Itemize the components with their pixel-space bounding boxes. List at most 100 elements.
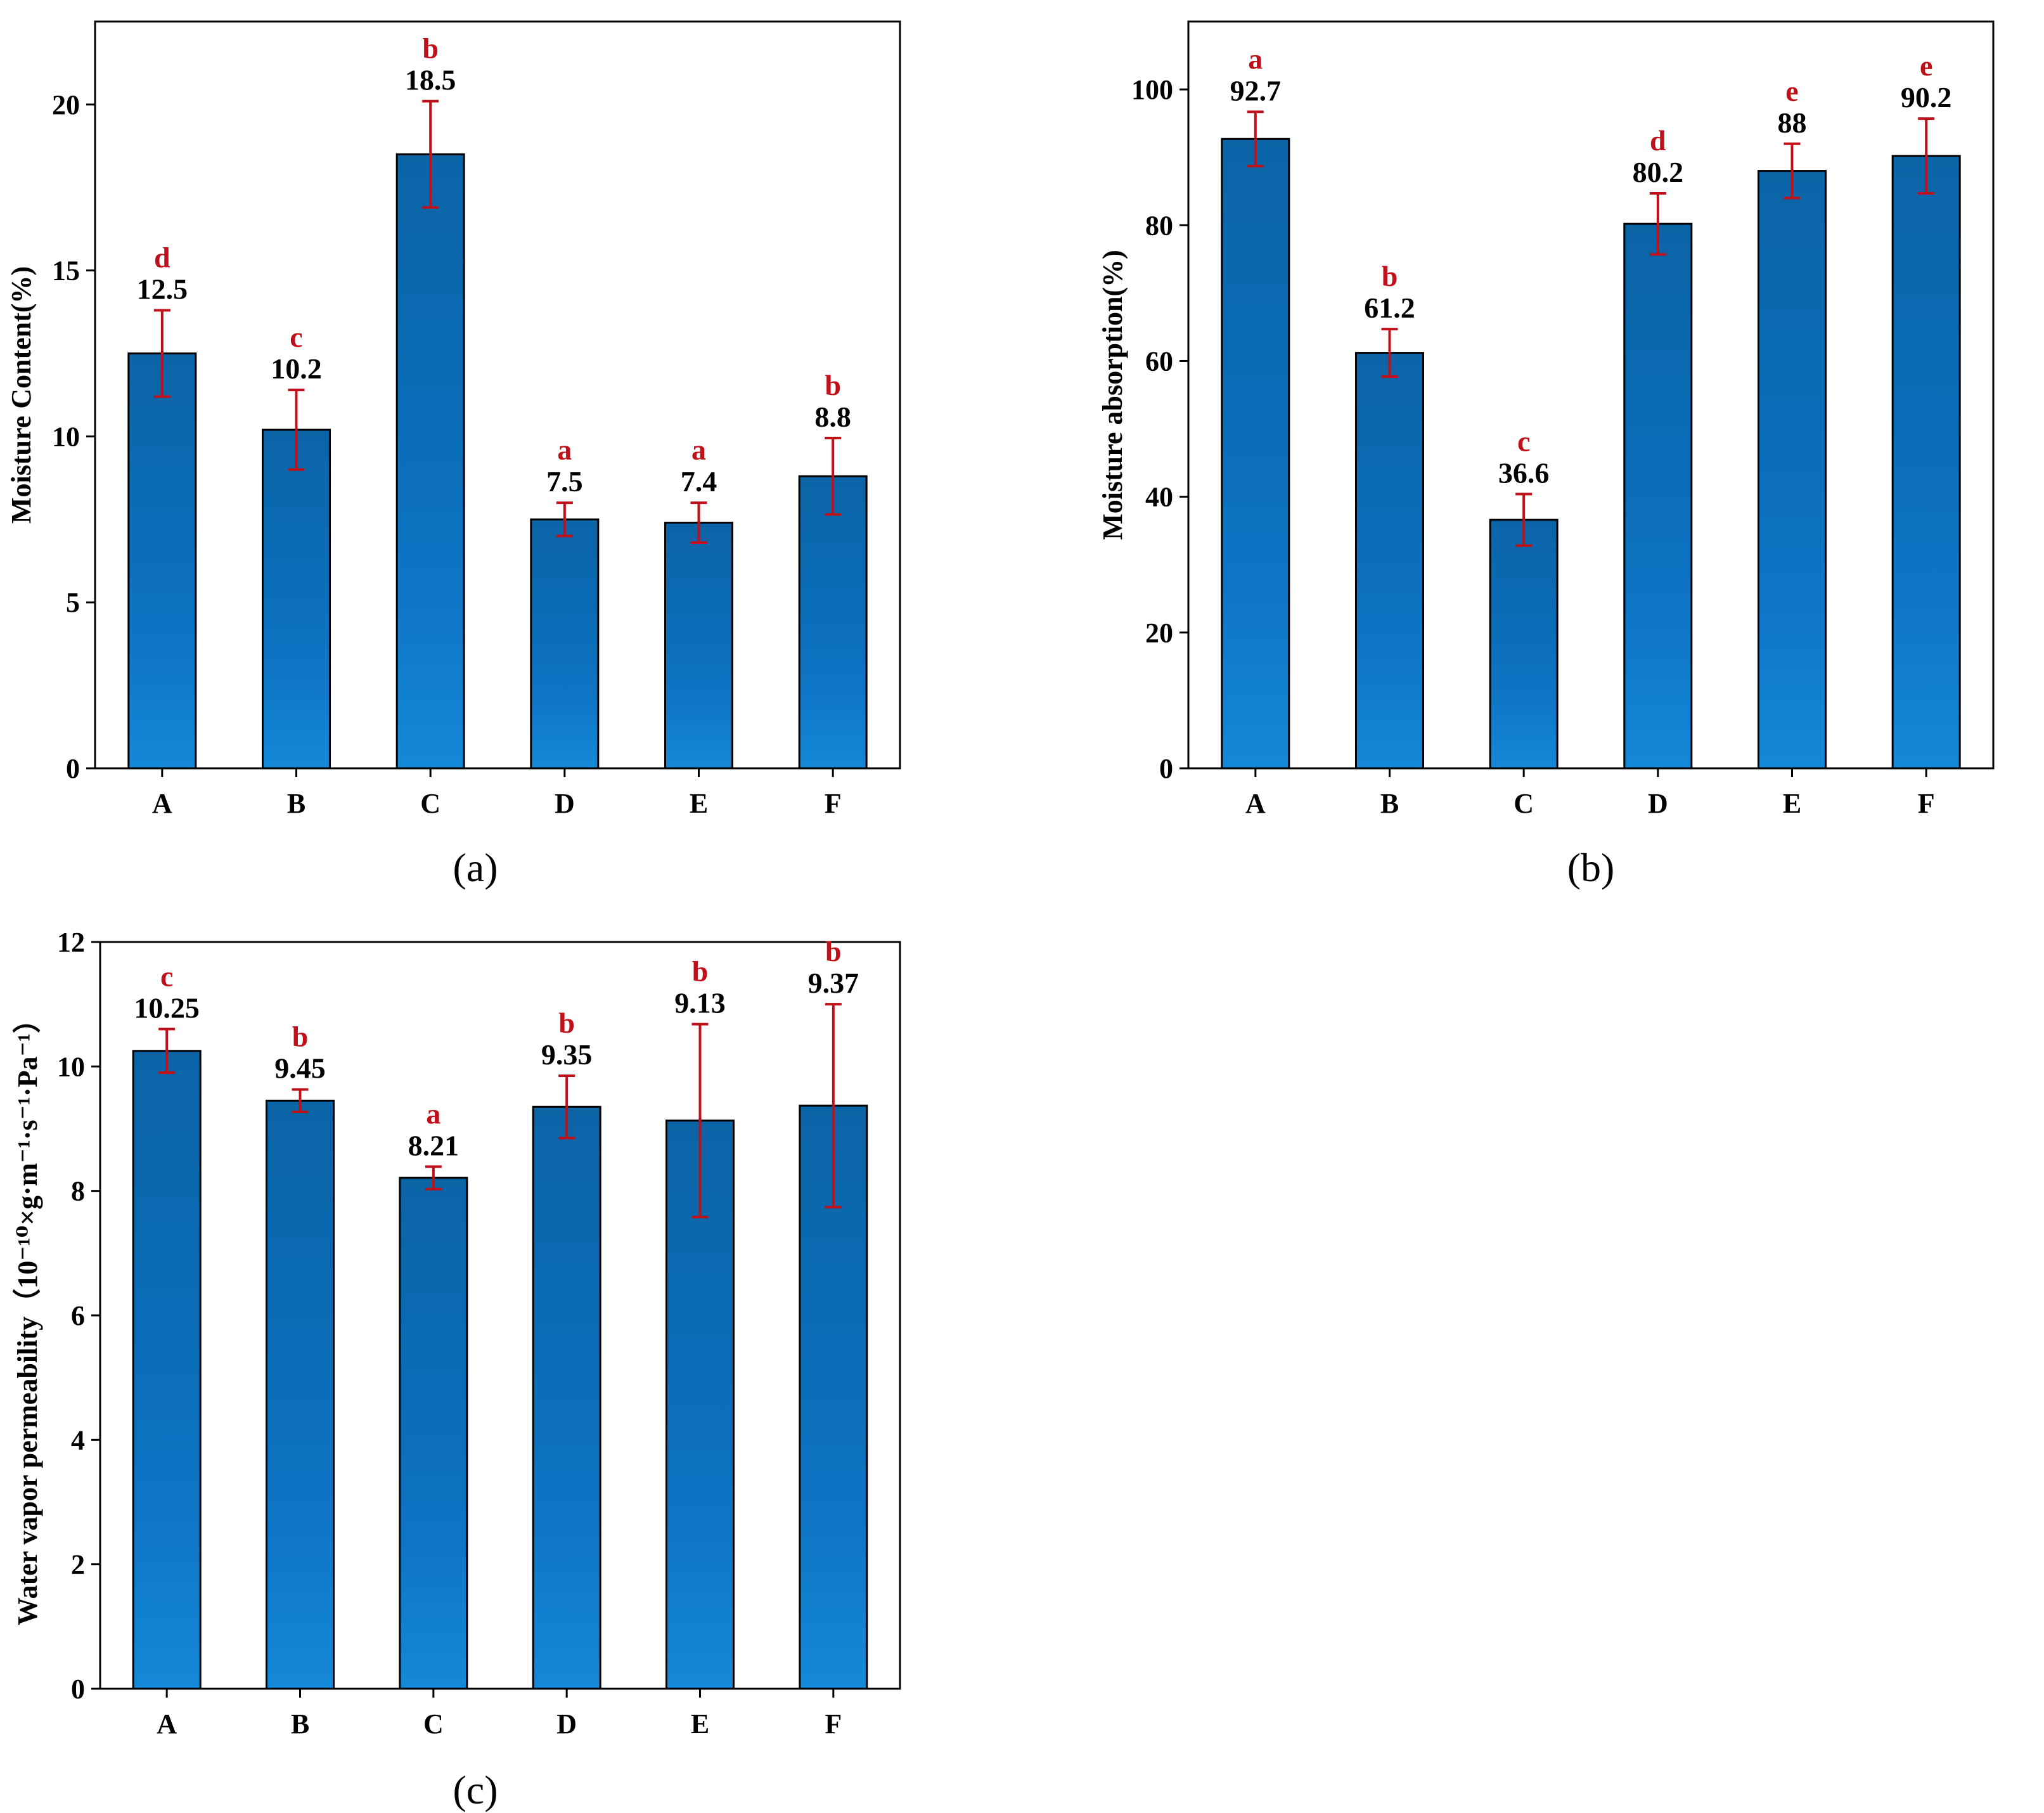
chart-panel-a: 0510152012.5dA10.2cB18.5bC7.5aD7.4aE8.8b… <box>6 20 901 890</box>
panel-c-xtick-label-D: D <box>556 1708 577 1739</box>
panel-a-ytick-label: 15 <box>52 255 80 287</box>
panel-c-significance-B: b <box>292 1021 309 1053</box>
panel-b-value-label-C: 36.6 <box>1498 456 1550 489</box>
panel-c-bar-C <box>399 1177 468 1690</box>
panel-b-xtick-label-F: F <box>1918 788 1935 819</box>
panel-b-bar-A <box>1221 138 1290 770</box>
panel-a-ytick-label: 20 <box>52 89 80 120</box>
panel-b-ytick-label: 40 <box>1145 482 1173 513</box>
panel-c-value-label-E: 9.13 <box>674 987 726 1019</box>
panel-a-ytick-label: 10 <box>52 421 80 452</box>
panel-b-xtick-label-E: E <box>1783 788 1801 819</box>
panel-b-panel-label: (b) <box>1567 845 1615 890</box>
panel-c-panel-label: (c) <box>453 1767 498 1812</box>
panel-b-significance-E: e <box>1785 75 1798 107</box>
panel-c-error-bar-E <box>691 1023 709 1218</box>
panel-c-value-label-A: 10.25 <box>134 991 200 1024</box>
panel-b-bar-B <box>1355 352 1424 770</box>
panel-a-xtick-label-F: F <box>825 788 842 819</box>
panel-c-value-label-B: 9.45 <box>274 1052 326 1085</box>
panel-c-ytick-label: 4 <box>71 1424 85 1455</box>
panel-a-value-label-D: 7.5 <box>546 465 583 498</box>
panel-b-y-axis-title: Moisture absorption(%) <box>1097 250 1128 540</box>
panel-c-bar-B <box>266 1099 335 1690</box>
panel-c-value-label-D: 9.35 <box>541 1038 593 1071</box>
panel-a-bar-B <box>262 429 331 770</box>
panel-a-bar-D <box>530 518 600 770</box>
panel-b-error-bar-F <box>1918 117 1935 195</box>
panel-c-significance-A: c <box>160 960 173 992</box>
panel-c-error-bar-C <box>425 1165 442 1190</box>
panel-b-plot-frame <box>1187 20 1995 770</box>
panel-a-ytick-label: 0 <box>66 753 80 784</box>
panel-a-error-bar-D <box>556 501 573 538</box>
panel-a-xtick-label-C: C <box>420 788 440 819</box>
panel-b-significance-A: a <box>1248 42 1263 75</box>
panel-a-error-bar-C <box>422 100 439 209</box>
panel-b-error-bar-D <box>1649 191 1666 256</box>
panel-b-significance-B: b <box>1382 260 1398 292</box>
panel-c-error-bar-A <box>158 1028 176 1074</box>
panel-a-xtick-label-B: B <box>287 788 305 819</box>
panel-b-ytick-label: 60 <box>1145 345 1173 377</box>
panel-a-bar-E <box>664 522 733 770</box>
panel-c-ytick-label: 0 <box>71 1674 85 1705</box>
panel-a-y-axis-title: Moisture Content(%) <box>6 266 37 524</box>
panel-b-significance-C: c <box>1517 425 1530 457</box>
panel-c-xtick-label-C: C <box>423 1708 444 1739</box>
panel-b-bar-C <box>1489 519 1559 770</box>
panel-c-significance-C: a <box>426 1097 440 1130</box>
panel-a-ytick-label: 5 <box>66 587 80 618</box>
panel-c-value-label-F: 9.37 <box>808 967 859 999</box>
panel-a-error-bar-E <box>690 501 707 544</box>
panel-c-ytick-label: 8 <box>71 1176 85 1207</box>
panel-b-value-label-E: 88 <box>1778 106 1807 139</box>
panel-a-bar-F <box>798 475 868 770</box>
panel-a-xtick-label-E: E <box>690 788 708 819</box>
panel-a-significance-D: a <box>557 434 572 466</box>
panel-b-ytick-label: 20 <box>1145 617 1173 648</box>
panel-c-bar-D <box>532 1106 601 1690</box>
panel-c-plot-frame <box>99 941 901 1690</box>
panel-c-ytick-label: 2 <box>71 1549 85 1580</box>
panel-c-error-bar-F <box>825 1003 842 1209</box>
panel-b-value-label-F: 90.2 <box>1901 81 1952 113</box>
panel-c-value-label-C: 8.21 <box>408 1129 460 1161</box>
panel-c-significance-E: b <box>692 955 709 988</box>
panel-b-error-bar-A <box>1247 110 1264 168</box>
panel-b-value-label-D: 80.2 <box>1633 156 1684 188</box>
panel-b-error-bar-B <box>1381 328 1398 378</box>
panel-b-value-label-B: 61.2 <box>1364 292 1415 324</box>
panel-a-value-label-A: 12.5 <box>137 273 188 305</box>
panel-c-error-bar-B <box>292 1088 309 1113</box>
panel-b-error-bar-C <box>1515 493 1533 547</box>
panel-a-significance-A: d <box>154 241 170 273</box>
chart-panel-c: 02468101210.25cA9.45bB8.21aC9.35bD9.13bE… <box>12 927 901 1812</box>
panel-b-xtick-label-B: B <box>1380 788 1399 819</box>
panel-a-value-label-B: 10.2 <box>271 352 322 385</box>
panel-a-xtick-label-A: A <box>152 788 172 819</box>
panel-a-error-bar-A <box>153 309 170 398</box>
panel-a-significance-F: b <box>825 369 841 401</box>
panel-b-bar-F <box>1891 155 1961 770</box>
panel-b-ytick-label: 0 <box>1159 753 1173 784</box>
panel-a-error-bar-B <box>288 389 305 471</box>
panel-c-ytick-label: 6 <box>71 1300 85 1331</box>
panel-a-bar-A <box>127 352 197 770</box>
panel-a-value-label-C: 18.5 <box>405 64 456 96</box>
panel-a-error-bar-F <box>825 437 842 516</box>
panel-a-plot-frame <box>94 20 901 770</box>
panel-b-significance-F: e <box>1920 49 1932 82</box>
panel-b-value-label-A: 92.7 <box>1230 74 1282 106</box>
panel-b-significance-D: d <box>1650 124 1666 157</box>
panel-a-panel-label: (a) <box>453 845 498 890</box>
panel-b-xtick-label-C: C <box>1514 788 1534 819</box>
panel-a-significance-B: c <box>290 321 302 353</box>
panel-b-error-bar-E <box>1784 142 1801 200</box>
panel-c-significance-D: b <box>558 1007 575 1039</box>
panel-a-significance-C: b <box>422 32 439 65</box>
panel-b-bar-E <box>1758 170 1827 770</box>
panel-c-ytick-label: 10 <box>57 1051 85 1082</box>
